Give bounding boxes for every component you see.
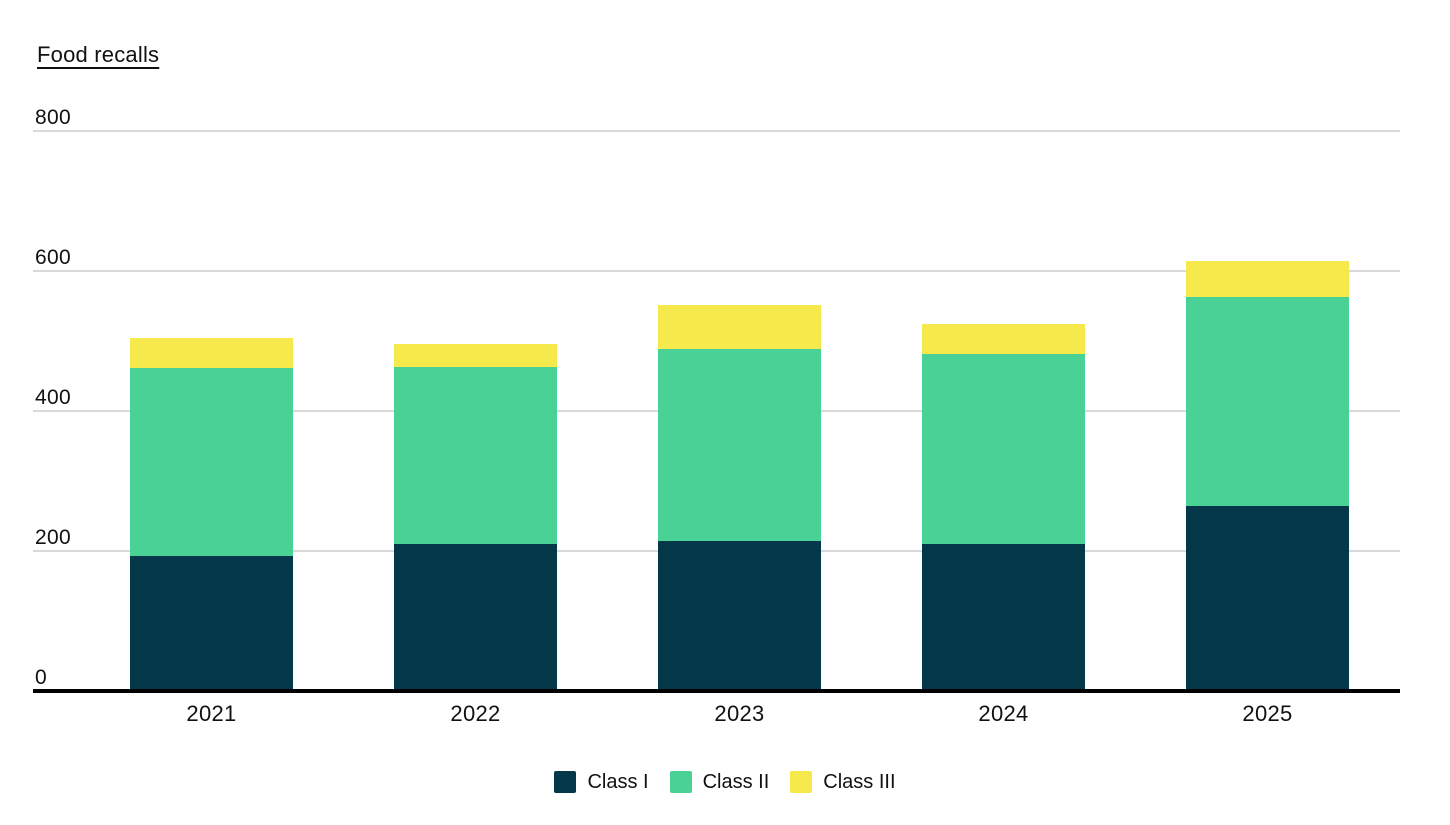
bar-segment-class-ii-2021 [130, 368, 293, 556]
legend-item-class-ii: Class II [669, 771, 770, 793]
bar-segment-class-iii-2024 [922, 324, 1085, 355]
bar-segment-class-ii-2022 [394, 366, 557, 544]
bar-segment-class-ii-2024 [922, 354, 1085, 544]
bar-segment-class-iii-2025 [1186, 261, 1349, 297]
bar-segment-class-iii-2023 [658, 305, 821, 349]
bar-segment-class-iii-2022 [394, 343, 557, 367]
legend-swatch-class-ii [669, 771, 692, 793]
legend-label-class-ii: Class II [702, 771, 770, 793]
bar-segment-class-ii-2023 [658, 348, 821, 542]
chart-title: Food recalls [37, 42, 160, 67]
legend-item-class-i: Class I [554, 771, 649, 793]
legend-swatch-class-iii [790, 771, 813, 793]
x-axis-tick-label-2021: 2021 [186, 701, 237, 726]
y-axis-tick-label-400: 400 [35, 386, 71, 409]
legend-item-class-iii: Class III [790, 771, 896, 793]
x-axis-tick-label-2023: 2023 [714, 701, 765, 726]
gridline-800 [33, 130, 1400, 132]
legend: Class I Class II Class III [0, 771, 1450, 793]
bar-segment-class-i-2023 [658, 541, 821, 691]
x-axis-tick-label-2025: 2025 [1242, 701, 1293, 726]
y-axis-tick-label-800: 800 [35, 106, 71, 129]
legend-swatch-class-i [554, 771, 577, 793]
gridline-600 [33, 270, 1400, 272]
bar-segment-class-i-2021 [130, 555, 293, 691]
bar-segment-class-ii-2025 [1186, 296, 1349, 507]
x-axis-line [33, 689, 1400, 693]
bar-segment-class-iii-2021 [130, 338, 293, 369]
y-axis-tick-label-0: 0 [35, 666, 47, 689]
x-axis-tick-label-2024: 2024 [978, 701, 1029, 726]
bar-segment-class-i-2025 [1186, 506, 1349, 691]
y-axis-tick-label-600: 600 [35, 246, 71, 269]
legend-label-class-iii: Class III [823, 771, 896, 793]
legend-label-class-i: Class I [587, 771, 649, 793]
x-axis-tick-label-2022: 2022 [450, 701, 501, 726]
y-axis-tick-label-200: 200 [35, 526, 71, 549]
bar-segment-class-i-2022 [394, 544, 557, 691]
bar-segment-class-i-2024 [922, 544, 1085, 691]
